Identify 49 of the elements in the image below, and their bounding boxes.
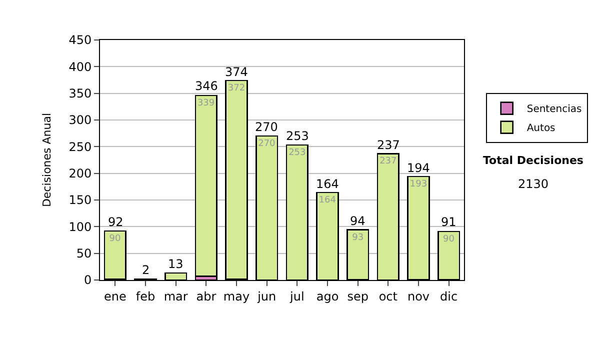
total-label: 92 <box>108 215 124 229</box>
x-tick-label: dic <box>440 289 458 304</box>
text: 2130 <box>518 177 549 191</box>
y-tick-label: 0 <box>84 273 92 288</box>
x-tick-label: feb <box>136 289 156 304</box>
y-tick-label: 450 <box>68 33 92 48</box>
total-label: 2 <box>142 263 150 277</box>
data-label: 164 <box>318 196 336 206</box>
x-tick-label: jun <box>256 289 276 304</box>
data-label: 339 <box>197 98 215 108</box>
y-axis-title: Decisiones Anual <box>40 112 54 208</box>
data-label: 237 <box>380 156 397 167</box>
y-tick-label: 350 <box>68 86 92 101</box>
x-tick-label: jul <box>289 289 304 304</box>
data-label: 90 <box>442 234 455 244</box>
x-tick-label: ene <box>104 289 126 304</box>
data-label: 253 <box>288 148 306 158</box>
data-label: 270 <box>258 139 276 149</box>
x-tick-label: abr <box>196 289 216 304</box>
total-label: 237 <box>377 138 400 152</box>
data-label: 193 <box>410 180 428 190</box>
x-tick-label: sep <box>347 289 368 304</box>
legend-label: Autos <box>526 123 556 134</box>
legend-label: Sentencias <box>526 104 582 116</box>
text: Total Decisiones <box>483 154 584 167</box>
x-tick-label: nov <box>407 289 430 304</box>
y-tick-label: 50 <box>76 246 92 261</box>
y-tick-label: 300 <box>68 113 92 128</box>
y-tick-label: 250 <box>68 140 92 154</box>
x-tick-label: mar <box>164 289 188 304</box>
x-tick-label: may <box>223 289 250 304</box>
x-tick-label: oct <box>378 289 398 304</box>
total-label: 346 <box>195 79 218 93</box>
y-tick-label: 150 <box>68 193 92 208</box>
total-label: 13 <box>168 257 184 271</box>
total-label: 164 <box>316 177 339 191</box>
data-label: 93 <box>352 232 364 243</box>
y-tick-label: 200 <box>68 166 92 181</box>
total-label: 94 <box>350 214 366 228</box>
total-label: 270 <box>255 120 278 134</box>
total-label: 194 <box>407 161 430 175</box>
total-label: 253 <box>286 129 309 143</box>
y-tick-label: 100 <box>68 220 92 234</box>
data-label: 90 <box>109 234 122 244</box>
x-tick-label: ago <box>316 289 339 304</box>
data-label: 372 <box>228 84 246 94</box>
total-label: 91 <box>441 215 456 229</box>
total-label: 374 <box>225 65 248 79</box>
y-tick-label: 400 <box>68 60 92 74</box>
